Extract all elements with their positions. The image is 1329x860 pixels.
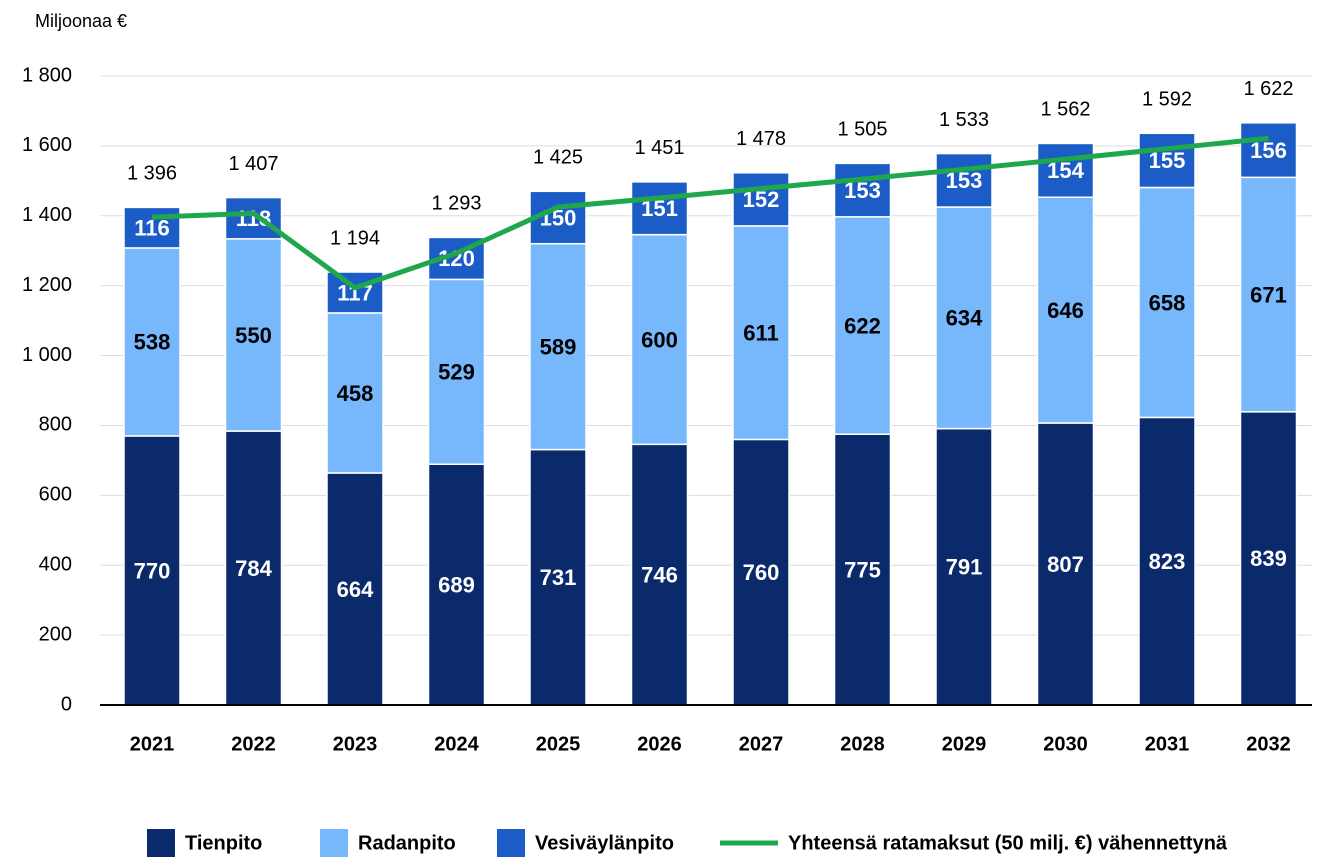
- bar-segment: [1239, 122, 1298, 179]
- data-label: 784: [235, 556, 272, 581]
- bar-segment: [1036, 142, 1095, 199]
- x-tick-label: 2027: [739, 733, 784, 755]
- data-label: 550: [235, 323, 272, 348]
- data-label: 807: [1047, 552, 1084, 577]
- bar-segment: [326, 312, 384, 474]
- data-label: 671: [1250, 282, 1287, 307]
- y-tick-label: 600: [39, 484, 72, 506]
- data-label: 622: [844, 313, 881, 338]
- x-tick-label: 2029: [942, 733, 987, 755]
- data-label: 664: [337, 577, 374, 602]
- x-tick-label: 2028: [840, 733, 885, 755]
- bar-segment: [935, 206, 993, 430]
- data-label: 731: [540, 565, 577, 590]
- x-tick-label: 2024: [434, 733, 479, 755]
- data-label: 634: [946, 306, 983, 331]
- bar-segment: [630, 443, 689, 706]
- bar-segment: [833, 216, 892, 435]
- data-label: 760: [743, 560, 780, 585]
- bar-segment: [1036, 196, 1095, 424]
- legend-label: Vesiväylänpito: [535, 832, 674, 854]
- data-label: 775: [844, 557, 881, 582]
- data-label: 458: [337, 381, 374, 406]
- bar-segment: [123, 435, 181, 706]
- y-tick-label: 200: [39, 623, 72, 645]
- bar-segment: [732, 225, 790, 441]
- total-label: 1 505: [837, 119, 887, 141]
- bar-segment: [1138, 186, 1196, 419]
- total-label: 1 425: [533, 147, 583, 169]
- total-label: 1 293: [431, 193, 481, 215]
- data-label: 538: [134, 330, 171, 355]
- bar-segment: [833, 162, 892, 218]
- data-label: 823: [1149, 549, 1186, 574]
- x-tick-label: 2031: [1145, 733, 1190, 755]
- bar-segment: [732, 172, 790, 227]
- total-label: 1 194: [330, 227, 380, 249]
- bar-segment: [224, 196, 283, 240]
- bar-segment: [935, 152, 993, 208]
- y-tick-label: 1 000: [22, 344, 72, 366]
- data-label: 118: [236, 206, 272, 231]
- data-label: 600: [641, 327, 678, 352]
- legend-swatch: [320, 829, 348, 857]
- legend-label: Yhteensä ratamaksut (50 milj. €) vähenne…: [788, 832, 1228, 854]
- total-label: 1 478: [736, 128, 786, 150]
- total-label: 1 396: [127, 163, 177, 185]
- data-label: 529: [438, 360, 475, 385]
- bar-segment: [630, 233, 689, 446]
- data-label: 611: [743, 320, 779, 345]
- x-tick-label: 2032: [1246, 733, 1291, 755]
- y-tick-label: 1 200: [22, 274, 72, 296]
- x-tick-label: 2030: [1043, 733, 1088, 755]
- bar-segment: [833, 433, 892, 706]
- legend-swatch: [147, 829, 175, 857]
- total-label: 1 533: [939, 109, 989, 131]
- total-label: 1 451: [634, 137, 684, 159]
- bar-segment: [529, 242, 587, 451]
- bar-segment: [630, 181, 689, 236]
- total-label: 1 407: [228, 153, 278, 175]
- bar-segment: [1239, 176, 1298, 413]
- total-label: 1 622: [1243, 78, 1293, 100]
- data-label: 770: [134, 558, 171, 583]
- data-label: 589: [540, 334, 577, 359]
- bar-segment: [935, 427, 993, 706]
- y-tick-label: 400: [39, 554, 72, 576]
- data-label: 116: [134, 215, 170, 240]
- data-label: 658: [1149, 290, 1186, 315]
- x-tick-label: 2026: [637, 733, 682, 755]
- data-label: 156: [1250, 138, 1287, 163]
- y-tick-label: 800: [39, 414, 72, 436]
- x-tick-label: 2025: [536, 733, 581, 755]
- legend-label: Radanpito: [358, 832, 456, 854]
- line: [151, 135, 1269, 291]
- y-tick-label: 1 600: [22, 134, 72, 156]
- bar-segment: [1036, 422, 1095, 706]
- total-label: 1 562: [1040, 99, 1090, 121]
- y-tick-label: 1 400: [22, 204, 72, 226]
- legend-label: Tienpito: [185, 832, 262, 854]
- total-label: 1 592: [1142, 89, 1192, 111]
- y-tick-label: 0: [61, 693, 72, 715]
- bar-segment: [1138, 132, 1196, 189]
- data-label: 689: [438, 572, 475, 597]
- x-tick-label: 2023: [333, 733, 378, 755]
- data-label: 746: [641, 562, 678, 587]
- bar-segment: [1239, 411, 1298, 706]
- data-label: 646: [1047, 298, 1084, 323]
- legend-swatch: [497, 829, 525, 857]
- y-tick-label: 1 800: [22, 64, 72, 86]
- x-tick-label: 2021: [130, 733, 175, 755]
- bar-segment: [427, 278, 486, 465]
- bar-segment: [224, 238, 283, 432]
- data-label: 839: [1250, 546, 1287, 571]
- y-axis-title: Miljoonaa €: [35, 11, 127, 31]
- x-tick-label: 2022: [231, 733, 276, 755]
- data-label: 791: [946, 555, 983, 580]
